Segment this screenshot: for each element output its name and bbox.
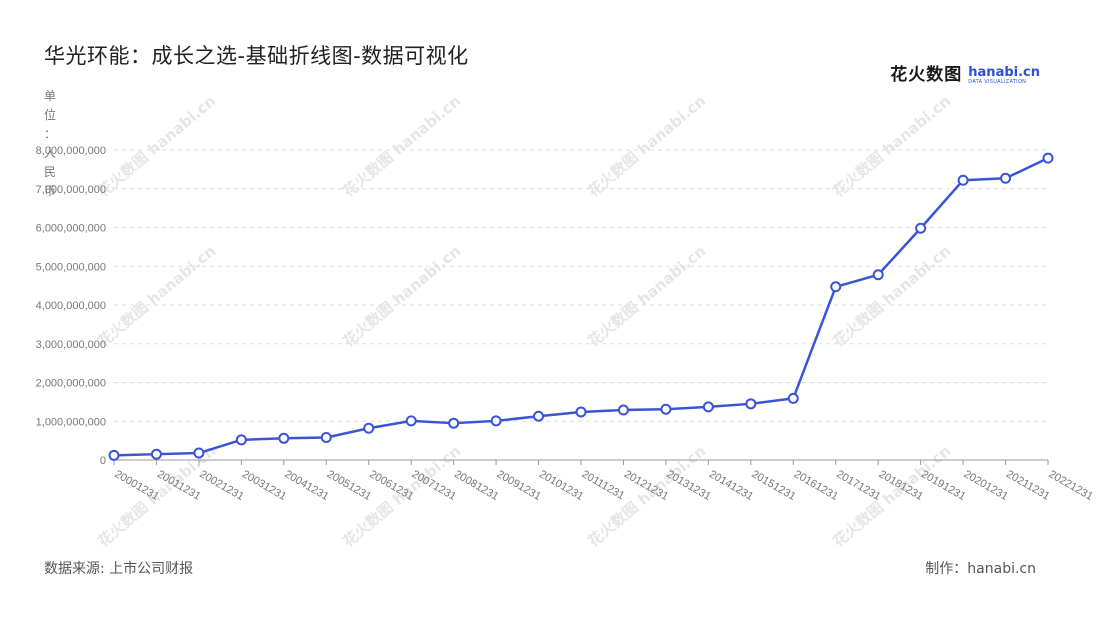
y-axis-unit-char: 币 xyxy=(44,184,56,198)
y-tick-label: 5,000,000,000 xyxy=(36,261,106,273)
y-axis-unit-char: 民 xyxy=(44,165,56,179)
x-tick-label: 20031231 xyxy=(240,468,288,503)
x-tick-label: 20021231 xyxy=(197,468,245,503)
data-point xyxy=(575,406,587,418)
x-tick-label: 20081231 xyxy=(452,468,500,503)
y-tick-label: 7,000,000,000 xyxy=(36,184,106,196)
x-tick-label: 20041231 xyxy=(282,468,330,503)
y-axis-unit-char: ： xyxy=(44,127,56,141)
data-point xyxy=(617,404,629,416)
data-point xyxy=(872,269,884,281)
data-point xyxy=(405,415,417,427)
watermark: 花火数图 hanabi.cn xyxy=(829,442,954,551)
data-point xyxy=(363,422,375,434)
watermark: 花火数图 hanabi.cn xyxy=(339,242,464,351)
brand-name-en-block: hanabi.cn DATA VISUALIZATION xyxy=(968,66,1040,85)
watermark: 花火数图 hanabi.cn xyxy=(339,92,464,201)
watermark: 花火数图 hanabi.cn xyxy=(829,92,954,201)
watermark: 花火数图 hanabi.cn xyxy=(584,242,709,351)
data-point xyxy=(108,449,120,461)
chart-title: 华光环能：成长之选-基础折线图-数据可视化 xyxy=(44,44,469,68)
watermark: 花火数图 hanabi.cn xyxy=(94,242,219,351)
data-point xyxy=(702,401,714,413)
x-tick-label: 20141231 xyxy=(707,468,755,503)
data-point xyxy=(1000,172,1012,184)
y-axis-unit-label: 单位 ： 人民币 xyxy=(44,89,56,198)
x-axis: 2000123120011231200212312003123120041231… xyxy=(113,459,1095,503)
x-tick-label: 20201231 xyxy=(962,468,1010,503)
data-point xyxy=(957,174,969,186)
brand-logo: 花火数图 hanabi.cn DATA VISUALIZATION xyxy=(890,60,1040,85)
data-point xyxy=(150,448,162,460)
series-layer xyxy=(108,152,1054,461)
watermark: 花火数图 hanabi.cn xyxy=(584,92,709,201)
x-tick-label: 20151231 xyxy=(749,468,797,503)
y-axis-unit-char: 位 xyxy=(44,107,56,122)
data-point xyxy=(193,447,205,459)
data-point xyxy=(1042,152,1054,164)
y-tick-label: 8,000,000,000 xyxy=(36,145,106,157)
y-axis-unit-char: 单 xyxy=(44,89,56,103)
x-tick-label: 20091231 xyxy=(495,468,543,503)
data-point xyxy=(660,403,672,415)
y-tick-label: 0 xyxy=(100,455,106,467)
y-tick-label: 1,000,000,000 xyxy=(36,416,106,428)
maker-credit: 制作：hanabi.cn xyxy=(925,561,1036,577)
x-tick-label: 20171231 xyxy=(834,468,882,503)
data-point xyxy=(490,415,502,427)
x-tick-label: 20101231 xyxy=(537,468,585,503)
brand-subtitle: DATA VISUALIZATION xyxy=(968,79,1027,85)
x-tick-label: 20111231 xyxy=(580,468,627,502)
x-tick-label: 20161231 xyxy=(792,468,840,503)
x-tick-label: 20221231 xyxy=(1047,468,1095,503)
x-tick-label: 20051231 xyxy=(325,468,373,503)
watermark: 花火数图 hanabi.cn xyxy=(94,92,219,201)
data-point xyxy=(320,432,332,444)
y-axis-unit-char: 人 xyxy=(44,146,56,160)
x-tick-label: 20191231 xyxy=(919,468,967,503)
y-tick-label: 2,000,000,000 xyxy=(36,378,106,390)
brand-name-cn: 花火数图 xyxy=(890,65,963,85)
data-point xyxy=(235,434,247,446)
data-point xyxy=(745,398,757,410)
data-point xyxy=(915,222,927,234)
x-tick-label: 20001231 xyxy=(113,468,161,503)
data-point xyxy=(787,392,799,404)
watermark: 花火数图 hanabi.cn xyxy=(584,442,709,551)
y-tick-label: 6,000,000,000 xyxy=(36,223,106,235)
data-point xyxy=(278,432,290,444)
data-point xyxy=(533,410,545,422)
grid-lines xyxy=(114,149,1048,422)
brand-name-en: hanabi.cn xyxy=(968,65,1040,80)
data-point xyxy=(448,417,460,429)
y-axis: 0 1,000,000,000 2,000,000,000 3,000,000,000… xyxy=(36,145,106,467)
y-tick-label: 3,000,000,000 xyxy=(36,339,106,351)
data-point xyxy=(830,281,842,293)
y-tick-label: 4,000,000,000 xyxy=(36,300,106,312)
x-tick-label: 20211231 xyxy=(1004,468,1052,502)
data-source: 数据来源: 上市公司财报 xyxy=(44,561,194,577)
